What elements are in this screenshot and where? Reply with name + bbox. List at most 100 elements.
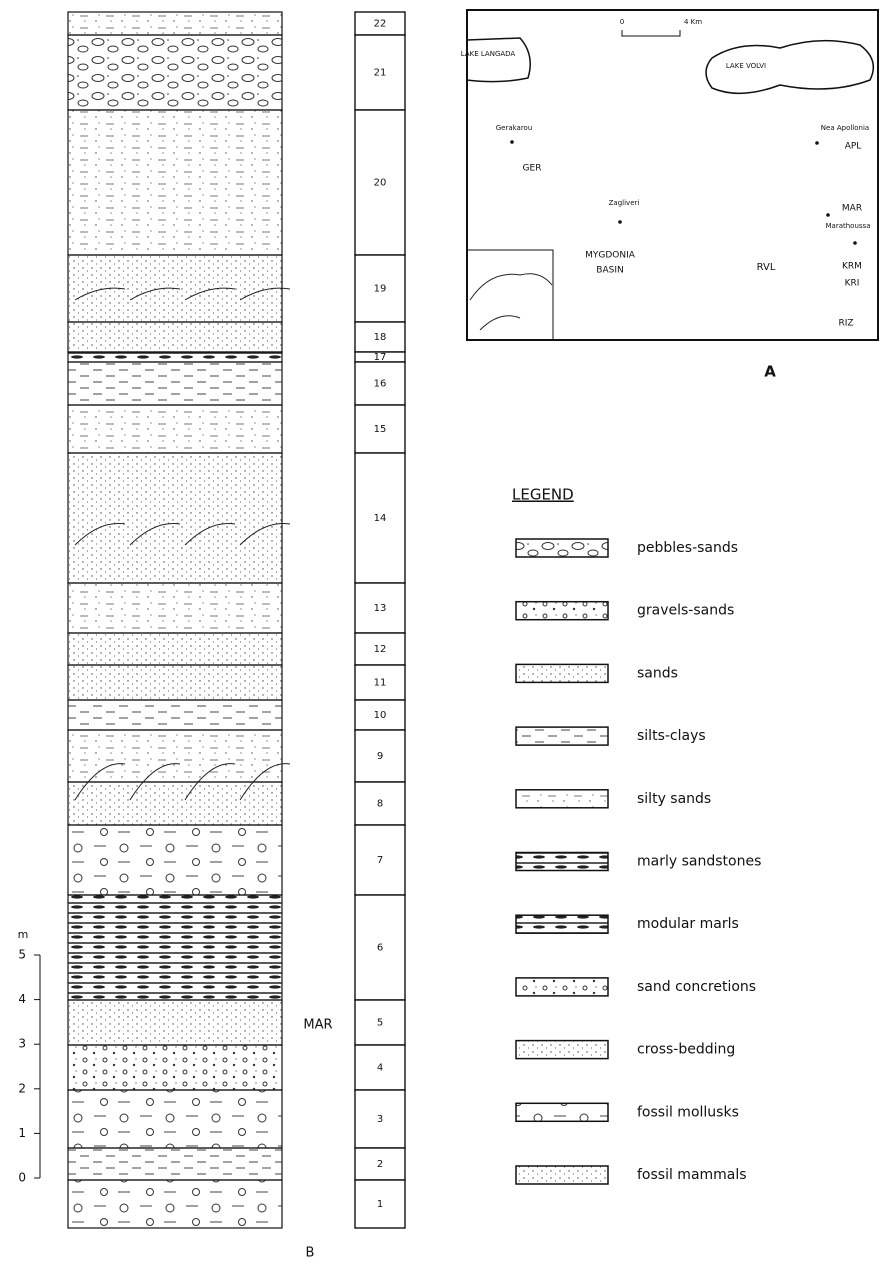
site-dot [815, 141, 819, 145]
layer-number: 21 [374, 68, 387, 79]
lithology-layer [68, 730, 282, 782]
map-label: MYGDONIA [585, 251, 636, 261]
layer-number: 16 [374, 379, 387, 390]
legend-swatch [516, 1041, 608, 1059]
legend-swatch [516, 978, 608, 996]
layer-number: 10 [374, 710, 387, 721]
site-dot [853, 241, 857, 245]
layer-number: 12 [374, 644, 387, 655]
legend-label: fossil mollusks [637, 1104, 739, 1120]
map-label: KRI [845, 279, 860, 289]
lithology-layer [68, 1045, 282, 1090]
map-label: MAR [842, 204, 862, 214]
map-label: KRM [842, 262, 862, 272]
lithology-layer [68, 110, 282, 255]
layer-number: 7 [377, 855, 383, 866]
legend-label: fossil mammals [637, 1167, 747, 1183]
scale-label: 0 [18, 1171, 26, 1185]
legend-swatch [516, 1166, 608, 1184]
map-label: GER [523, 164, 542, 174]
layer-number: 5 [377, 1018, 383, 1029]
legend-label: silts-clays [637, 728, 706, 744]
lithology-layer [68, 453, 282, 583]
map-label: RVL [757, 262, 776, 273]
lithology-layer [68, 633, 282, 665]
map-label: LAKE LANGADA [461, 50, 516, 58]
map-label: RIZ [838, 319, 853, 329]
scale-label: 3 [18, 1037, 26, 1051]
layer-number: 9 [377, 751, 383, 762]
layer-number: 1 [377, 1199, 383, 1210]
legend-label: sands [637, 665, 678, 681]
layer-number: 15 [374, 424, 387, 435]
legend-label: cross-bedding [637, 1042, 735, 1058]
scale-label: 4 [18, 992, 26, 1006]
layer-number: 4 [377, 1063, 383, 1074]
lithology-layer [68, 700, 282, 730]
layer-number: 2 [377, 1159, 383, 1170]
site-dot [826, 213, 830, 217]
legend-label: gravels-sands [637, 603, 734, 619]
legend-swatch [516, 853, 608, 871]
figure: 22212019181716151413121110987654321m5432… [0, 0, 880, 1271]
panel-label: A [764, 363, 776, 381]
legend-swatch [516, 664, 608, 682]
site-dot [510, 140, 514, 144]
layer-number: 3 [377, 1114, 383, 1125]
layer-number: 14 [374, 513, 387, 524]
lithology-layer [68, 665, 282, 700]
map-label: Marathoussa [826, 222, 871, 230]
scale-unit: m [18, 928, 29, 941]
map-label: APL [845, 142, 862, 152]
lithology-layer [68, 825, 282, 895]
panel-label: B [306, 1246, 315, 1261]
lithology-layer [68, 362, 282, 405]
legend-label: silty sands [637, 791, 711, 807]
layer-number: 22 [374, 19, 387, 30]
lithology-layer [68, 405, 282, 453]
legend-swatch [516, 727, 608, 745]
lithology-layer [68, 1000, 282, 1045]
map-label: Gerakarou [496, 124, 533, 132]
legend-swatch [516, 790, 608, 808]
page: 22212019181716151413121110987654321m5432… [0, 0, 880, 1275]
layer-number: 8 [377, 799, 383, 810]
legend-label: modular marls [637, 916, 739, 932]
legend-swatch [516, 602, 608, 620]
lithology-layer [68, 1148, 282, 1180]
legend-title: LEGEND [512, 486, 574, 504]
lithology-layer [68, 12, 282, 35]
map-label: 4 Km [684, 18, 702, 26]
map-label: Zagliveri [609, 199, 640, 207]
scale-label: 1 [18, 1126, 26, 1140]
layer-number: 18 [374, 332, 387, 343]
legend-label: pebbles-sands [637, 540, 738, 556]
lithology-layer [68, 35, 282, 110]
lithology-layer [68, 895, 282, 1000]
scale-label: 5 [18, 948, 26, 962]
map-frame [467, 10, 878, 340]
map-label: BASIN [596, 266, 623, 276]
legend-label: sand concretions [637, 979, 756, 995]
site-dot [618, 220, 622, 224]
layer-number: 19 [374, 284, 387, 295]
lithology-layer [68, 782, 282, 825]
map-label: Nea Apollonia [821, 124, 869, 132]
scale-label: 2 [18, 1081, 26, 1095]
lithology-layer [68, 1090, 282, 1148]
legend-swatch [516, 539, 608, 557]
map-label: 0 [620, 18, 624, 26]
layer-number: 11 [374, 678, 387, 689]
lithology-layer [68, 322, 282, 352]
layer-number: 6 [377, 943, 383, 954]
layer-number: 13 [374, 603, 387, 614]
legend-swatch [516, 1103, 608, 1121]
map-label: LAKE VOLVI [726, 62, 766, 70]
lithology-layer [68, 583, 282, 633]
site-label: MAR [303, 1018, 332, 1033]
lithology-layer [68, 1180, 282, 1228]
legend-swatch [516, 915, 608, 933]
legend-label: marly sandstones [637, 854, 761, 870]
lithology-layer [68, 352, 282, 362]
layer-number: 20 [374, 178, 387, 189]
